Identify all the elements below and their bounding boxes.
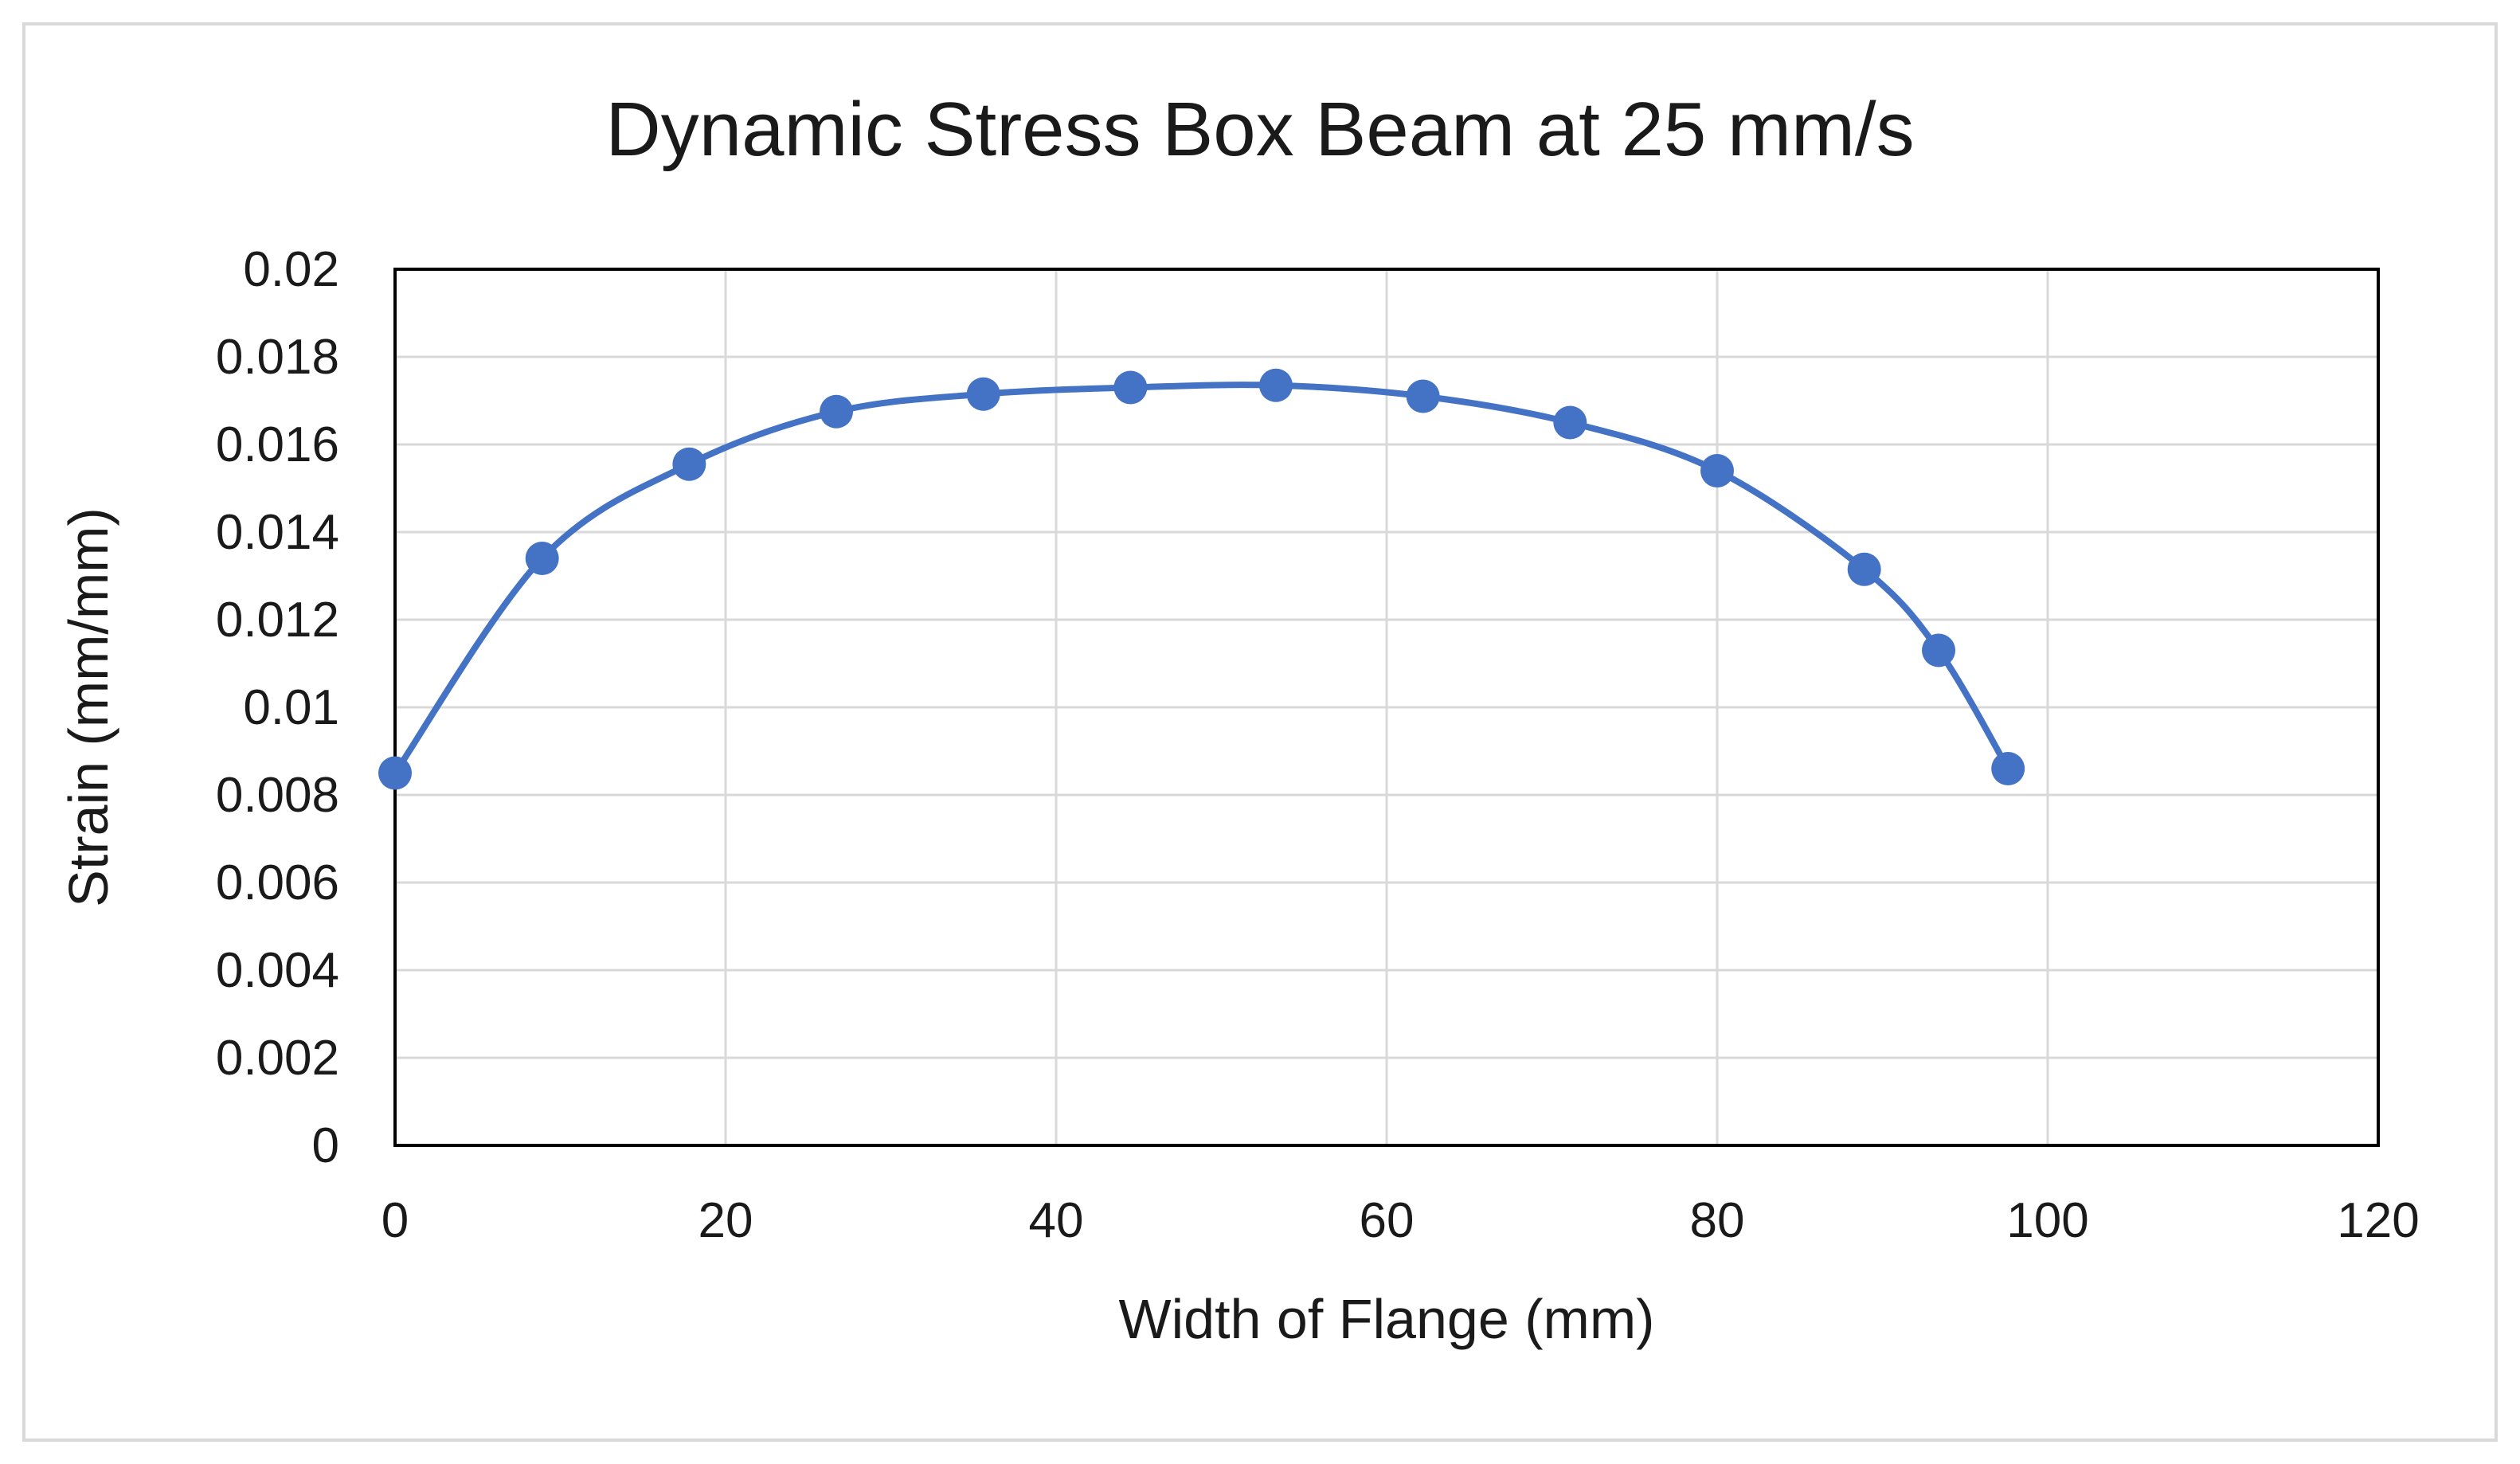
chart-title: Dynamic Stress Box Beam at 25 mm/s bbox=[605, 87, 1914, 172]
y-tick-label: 0.002 bbox=[216, 1031, 339, 1086]
data-point bbox=[1700, 454, 1734, 487]
grid-lines bbox=[393, 268, 2380, 1147]
data-point bbox=[1847, 552, 1881, 586]
data-point bbox=[820, 394, 854, 429]
data-point bbox=[1406, 379, 1440, 413]
y-tick-label: 0.02 bbox=[243, 242, 339, 297]
y-tick-label: 0.018 bbox=[216, 330, 339, 385]
y-tick-label: 0.004 bbox=[216, 943, 339, 998]
x-tick-label: 120 bbox=[2337, 1193, 2419, 1248]
x-tick-label: 0 bbox=[382, 1193, 409, 1248]
x-axis-ticks: 0 20 40 60 80 100 120 bbox=[382, 1193, 2420, 1248]
data-point bbox=[1991, 752, 2025, 785]
y-tick-label: 0.016 bbox=[216, 417, 339, 472]
y-tick-label: 0.008 bbox=[216, 768, 339, 823]
y-axis-title: Strain (mm/mm) bbox=[57, 507, 119, 907]
data-point bbox=[1553, 405, 1587, 440]
series-layer bbox=[378, 368, 2025, 790]
data-point bbox=[378, 756, 412, 790]
x-tick-label: 60 bbox=[1360, 1193, 1415, 1248]
plot-area bbox=[393, 268, 2380, 1147]
x-tick-label: 20 bbox=[698, 1193, 753, 1248]
data-point bbox=[1113, 370, 1148, 405]
y-tick-label: 0.012 bbox=[216, 593, 339, 648]
data-point bbox=[966, 377, 1000, 411]
x-tick-label: 40 bbox=[1029, 1193, 1084, 1248]
data-point bbox=[672, 447, 706, 481]
y-tick-label: 0.014 bbox=[216, 505, 339, 560]
y-axis-ticks: 0 0.002 0.004 0.006 0.008 0.01 0.012 0.014 0.016… bbox=[216, 242, 339, 1173]
data-point bbox=[525, 542, 559, 575]
y-tick-label: 0.01 bbox=[243, 680, 339, 735]
chart-frame bbox=[22, 22, 2498, 1442]
y-tick-label: 0.006 bbox=[216, 855, 339, 910]
series-line bbox=[392, 382, 2012, 777]
data-point bbox=[1258, 368, 1293, 402]
data-point bbox=[1922, 633, 1956, 667]
x-tick-label: 80 bbox=[1690, 1193, 1745, 1248]
y-tick-label: 0 bbox=[312, 1118, 339, 1173]
x-axis-title: Width of Flange (mm) bbox=[1119, 1288, 1655, 1350]
x-tick-label: 100 bbox=[2006, 1193, 2088, 1248]
